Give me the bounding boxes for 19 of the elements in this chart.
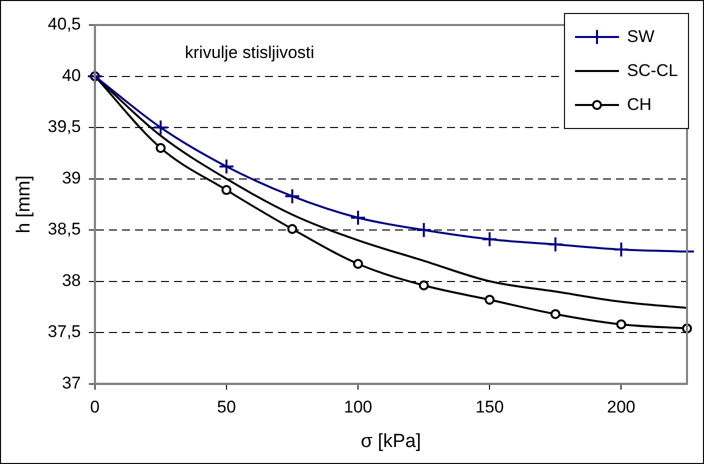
y-tick-label: 37	[62, 373, 81, 392]
x-tick-label: 100	[344, 398, 372, 417]
y-tick-label: 39	[62, 168, 81, 188]
y-tick-label: 37,5	[48, 322, 81, 342]
x-tick-label: 150	[475, 398, 504, 417]
legend-label: SW	[626, 27, 654, 47]
x-tick-label: 50	[217, 398, 236, 417]
y-axis-title: h [mm]	[14, 175, 35, 234]
y-tick-label: 40,5	[48, 14, 81, 34]
legend-label: SC-CL	[626, 61, 678, 81]
x-tick-label: 200	[607, 398, 636, 417]
y-tick-label: 40	[62, 66, 81, 85]
y-tick-label: 38	[62, 270, 81, 290]
annotation: krivulje stisljivosti	[184, 43, 314, 62]
x-axis-title: σ [kPa]	[360, 430, 422, 452]
legend-label: CH	[626, 95, 652, 115]
y-tick-label: 38,5	[48, 220, 81, 239]
y-tick-label: 39,5	[48, 117, 81, 136]
x-tick-label: 0	[90, 398, 100, 417]
